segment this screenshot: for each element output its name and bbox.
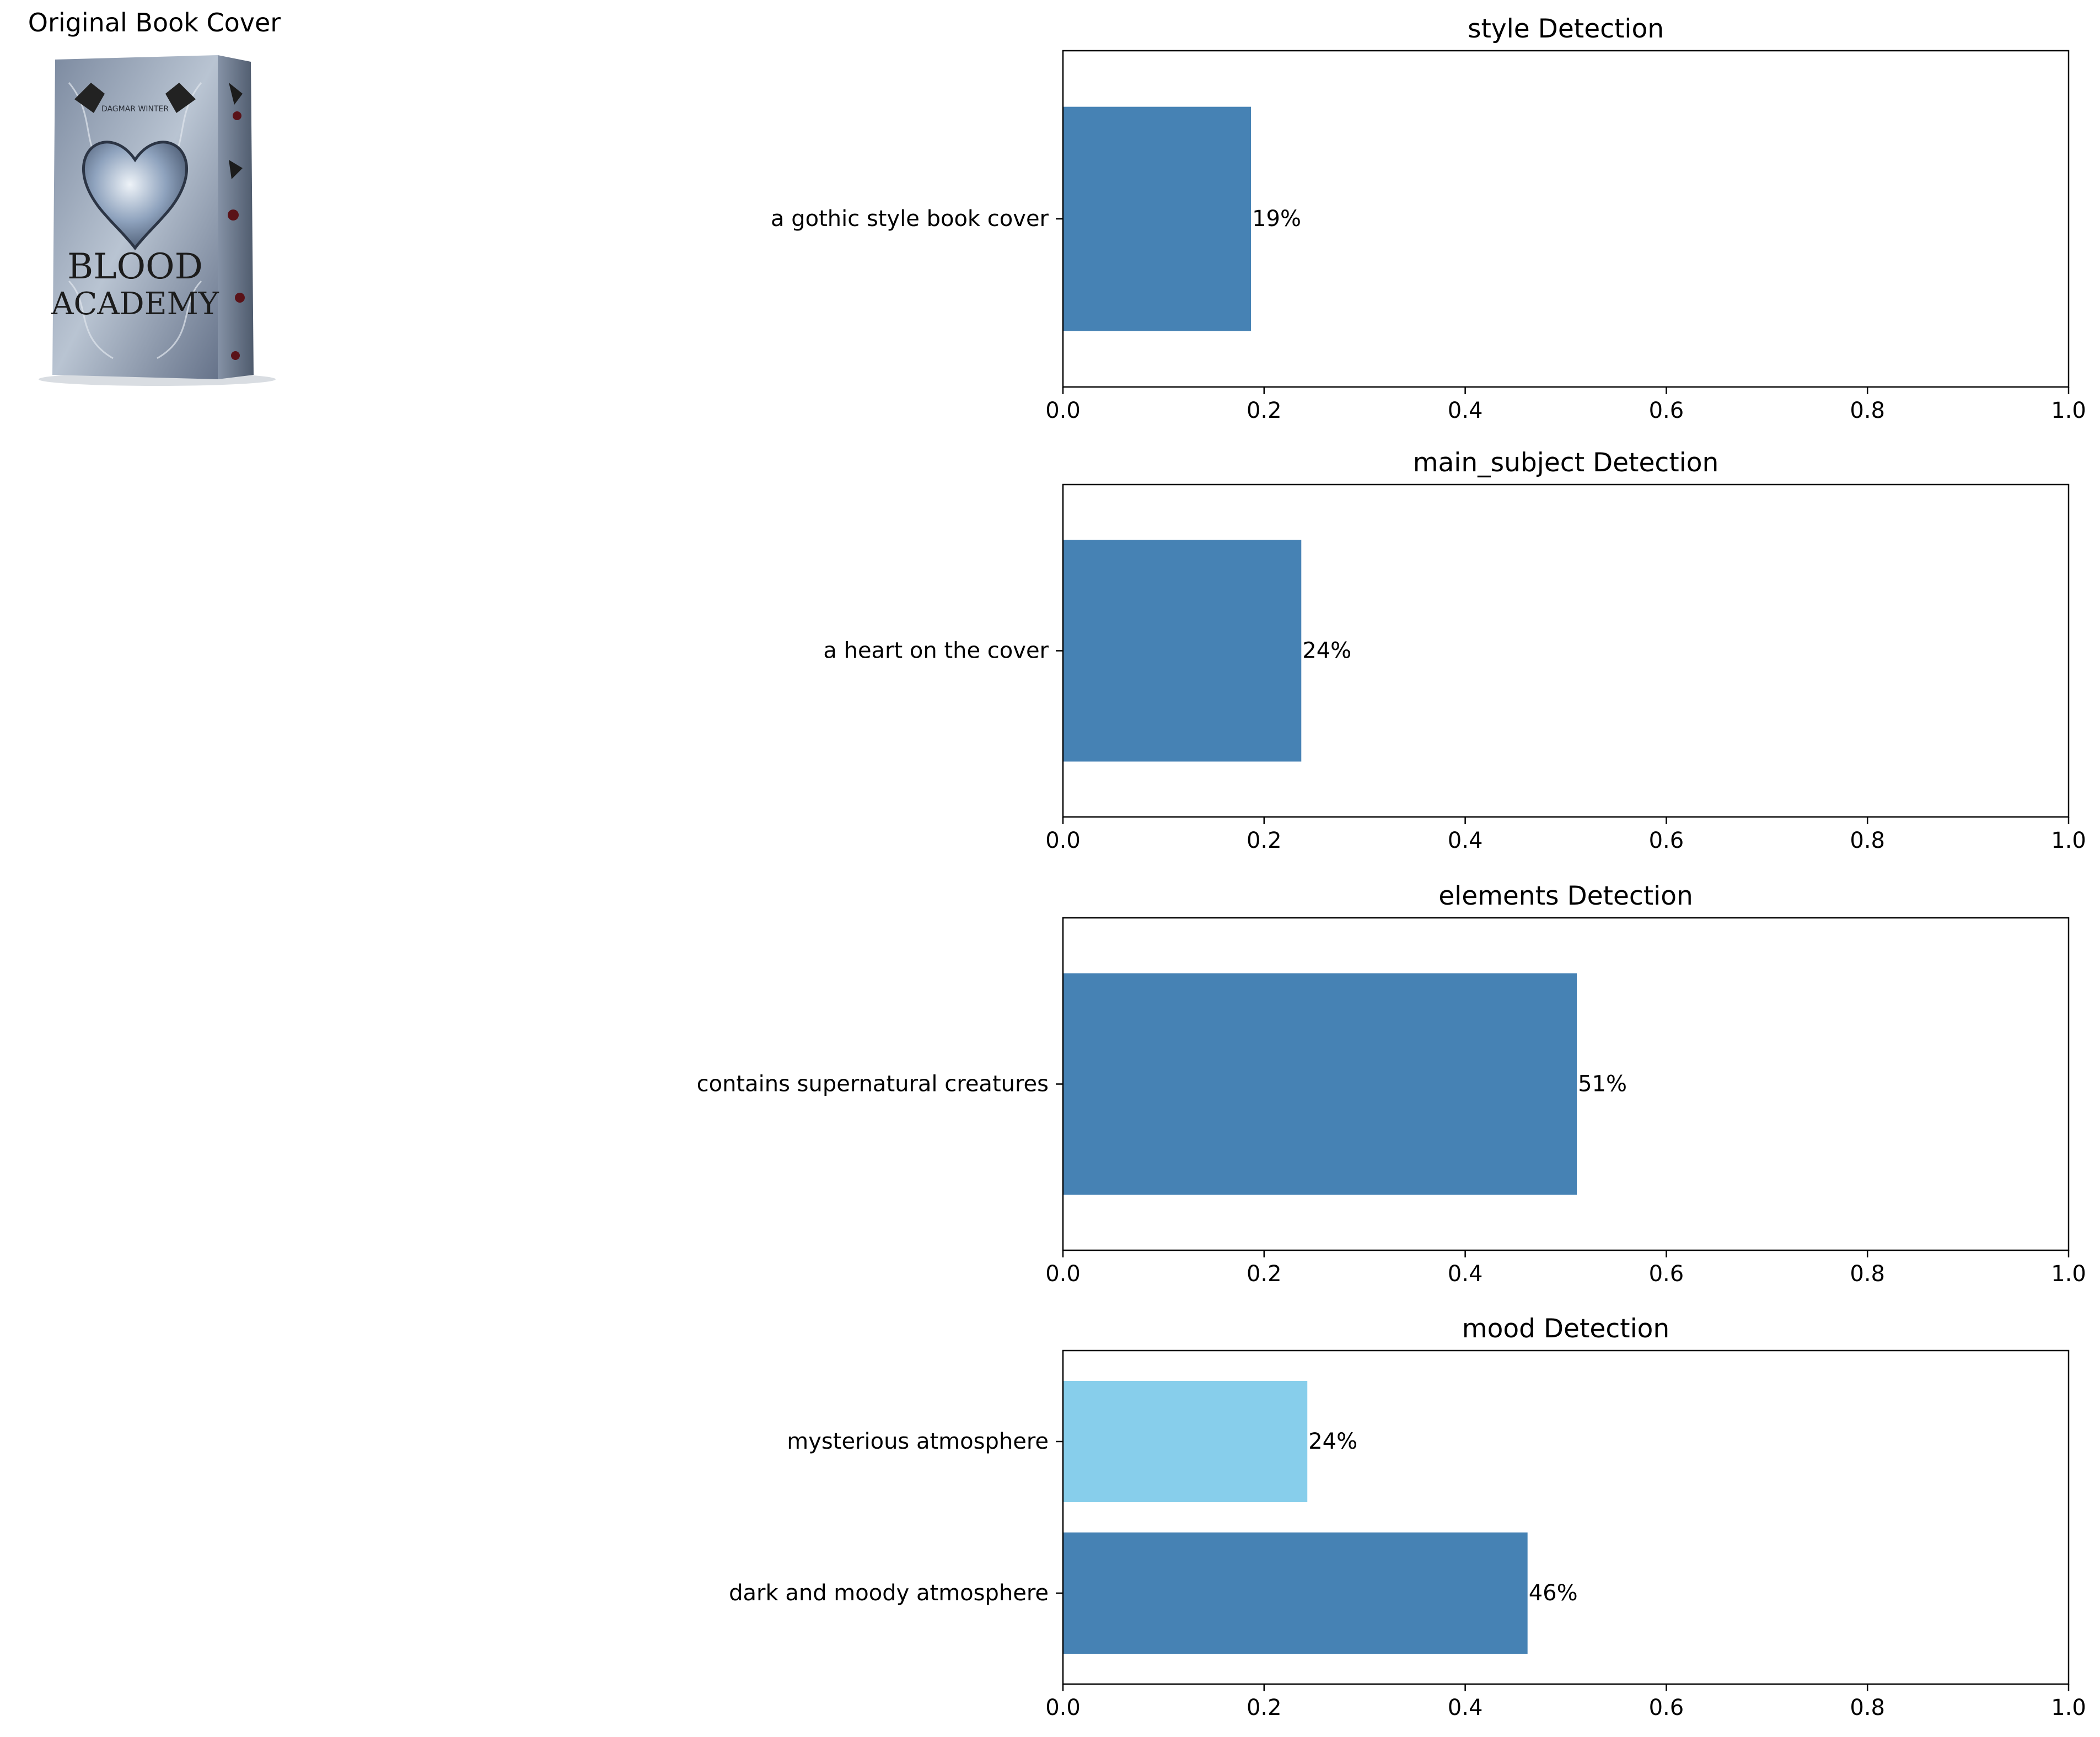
x-tick-label-3-6: 1.0: [2051, 1261, 2086, 1287]
category-label-4-2: mysterious atmosphere: [787, 1429, 1049, 1454]
x-tick-label-3-3: 0.4: [1448, 1261, 1483, 1287]
category-label-4-1: dark and moody atmosphere: [729, 1580, 1049, 1606]
cover-title: Original Book Cover: [28, 8, 281, 37]
category-label-2-1: a heart on the cover: [823, 638, 1049, 664]
data-label-3-1: 51%: [1578, 1072, 1627, 1097]
x-tick-label-3-1: 0.0: [1045, 1261, 1081, 1287]
book-cover-image: BLOOD ACADEMY DAGMAR WINTER: [39, 55, 276, 386]
chart-title-3: elements Detection: [1438, 881, 1693, 911]
x-tick-label-1-6: 1.0: [2051, 398, 2086, 423]
x-tick-label-2-4: 0.6: [1649, 828, 1684, 853]
x-tick-label-2-6: 1.0: [2051, 828, 2086, 853]
x-tick-label-4-1: 0.0: [1045, 1695, 1081, 1720]
x-tick-label-1-2: 0.2: [1247, 398, 1282, 423]
category-label-3-1: contains supernatural creatures: [697, 1072, 1049, 1097]
bar-3-1: [1063, 973, 1577, 1195]
bar-1-1: [1063, 106, 1252, 331]
x-tick-label-4-2: 0.2: [1247, 1695, 1282, 1720]
x-tick-label-2-2: 0.2: [1247, 828, 1282, 853]
x-tick-label-4-5: 0.8: [1850, 1695, 1885, 1720]
x-tick-label-2-5: 0.8: [1850, 828, 1885, 853]
data-label-4-1: 46%: [1529, 1580, 1578, 1606]
x-tick-label-1-3: 0.4: [1448, 398, 1483, 423]
x-tick-label-1-4: 0.6: [1649, 398, 1684, 423]
data-label-2-1: 24%: [1302, 638, 1351, 664]
chart-title-2: main_subject Detection: [1413, 448, 1719, 478]
x-tick-label-1-1: 0.0: [1045, 398, 1081, 423]
x-tick-label-2-3: 0.4: [1448, 828, 1483, 853]
x-tick-label-3-5: 0.8: [1850, 1261, 1885, 1287]
cover-image-title-1: BLOOD: [67, 246, 203, 287]
chart-title-1: style Detection: [1468, 14, 1664, 44]
data-label-1-1: 19%: [1252, 206, 1301, 232]
x-tick-label-4-4: 0.6: [1649, 1695, 1684, 1720]
bar-4-1: [1063, 1532, 1528, 1654]
x-tick-label-3-4: 0.6: [1649, 1261, 1684, 1287]
data-label-4-2: 24%: [1308, 1429, 1357, 1454]
category-label-1-1: a gothic style book cover: [771, 206, 1049, 232]
bar-4-2: [1063, 1381, 1308, 1502]
x-tick-label-2-1: 0.0: [1045, 828, 1081, 853]
axes-frame-3: [1062, 917, 2070, 1251]
x-tick-label-4-6: 1.0: [2051, 1695, 2086, 1720]
axes-frame-2: [1062, 483, 2070, 818]
cover-image-author: DAGMAR WINTER: [101, 105, 169, 114]
x-tick-label-3-2: 0.2: [1247, 1261, 1282, 1287]
bar-2-1: [1063, 540, 1302, 762]
axes-frame-1: [1062, 50, 2070, 388]
cover-image-title-2: ACADEMY: [51, 286, 219, 322]
x-tick-label-4-3: 0.4: [1448, 1695, 1483, 1720]
axes-frame-4: [1062, 1349, 2070, 1685]
chart-title-4: mood Detection: [1462, 1314, 1669, 1344]
x-tick-label-1-5: 0.8: [1850, 398, 1885, 423]
